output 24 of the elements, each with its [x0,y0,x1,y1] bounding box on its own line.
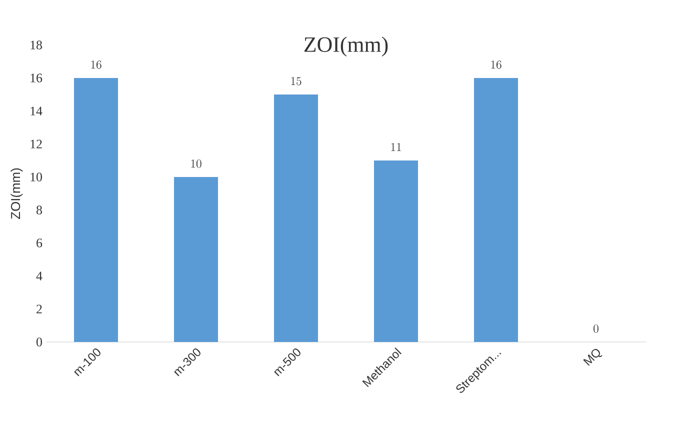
y-tick-label: 16 [30,74,42,82]
bar [174,177,218,342]
x-tick-label: MQ [583,348,602,366]
bar [274,94,318,342]
y-tick-label: 8 [36,206,42,214]
y-tick-label: 10 [30,172,42,182]
y-tick-label: 0 [36,338,42,346]
data-label: 16 [91,60,102,69]
data-label: 11 [391,143,401,151]
chart-title: ZOI(mm) [304,36,388,56]
data-label: 16 [491,60,502,69]
y-tick-label: 2 [36,304,42,314]
y-tick-label: 12 [30,140,42,148]
y-tick-label: 18 [30,40,42,50]
bar [74,78,118,342]
bar [474,78,518,342]
data-label: 0 [594,324,598,333]
y-tick-label: 14 [30,106,42,116]
bar [374,160,418,342]
y-tick-label: 6 [36,238,42,248]
data-label: 15 [291,77,302,86]
y-axis-title: ZOI(mm) [10,168,23,219]
y-tick-label: 4 [36,272,42,280]
data-label: 10 [191,160,202,168]
